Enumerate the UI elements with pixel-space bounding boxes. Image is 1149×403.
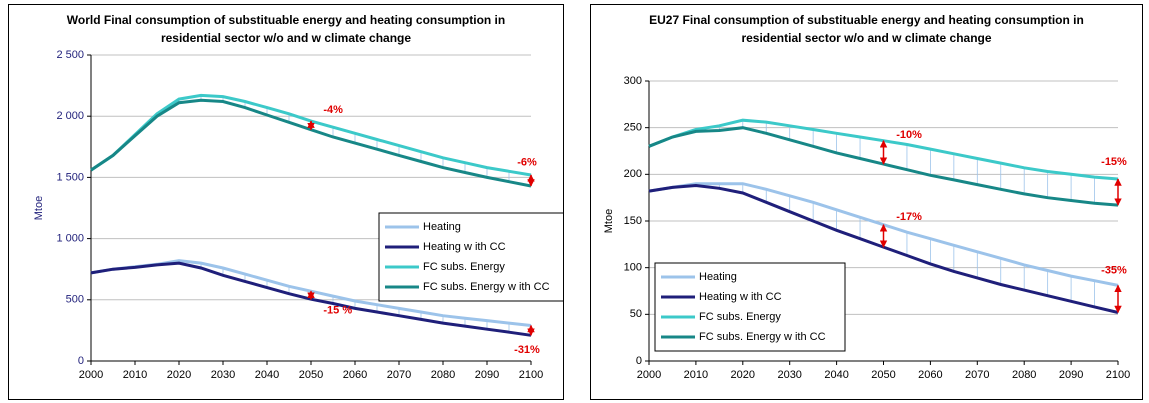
y-tick-label: 2 500 (56, 49, 84, 61)
x-tick-label: 2070 (965, 369, 989, 381)
x-tick-label: 2030 (777, 369, 801, 381)
chart-panel: EU27 Final consumption of substituable e… (590, 4, 1143, 400)
legend-label: Heating (423, 221, 461, 233)
x-tick-label: 2020 (167, 369, 191, 381)
plot-area (91, 55, 531, 361)
y-tick-label: 0 (636, 355, 642, 367)
y-tick-label: 250 (624, 122, 642, 134)
x-tick-label: 2040 (824, 369, 848, 381)
y-tick-label: 1 500 (56, 171, 84, 183)
annotation: -17% (896, 211, 922, 223)
chart: 0 500 1 000 1 500 2 000 2 500 2000 2010 2020 2030… (33, 49, 563, 381)
legend-label: FC subs. Energy (423, 261, 505, 273)
x-tick-label: 2020 (731, 369, 755, 381)
annotation: -4% (323, 104, 343, 116)
legend-label: Heating w ith CC (699, 291, 782, 303)
x-tick-label: 2010 (684, 369, 708, 381)
annotation: -6% (517, 157, 537, 169)
legend: Heating Heating w ith CC FC subs. Energy FC… (654, 262, 846, 352)
x-tick-label: 2100 (519, 369, 543, 381)
y-tick-label: 150 (624, 215, 642, 227)
x-tick-label: 2070 (387, 369, 411, 381)
chart-panel: World Final consumption of substituable … (8, 4, 564, 400)
y-tick-label: 200 (624, 168, 642, 180)
annotation: -31% (514, 344, 540, 356)
annotation: -15 % (323, 305, 352, 317)
legend-label: FC subs. Energy w ith CC (423, 281, 550, 293)
annotation: -10% (896, 129, 922, 141)
x-tick-label: 2000 (79, 369, 103, 381)
y-tick-label: 0 (78, 355, 84, 367)
y-tick-label: 2 000 (56, 110, 84, 122)
y-tick-label: 50 (630, 308, 642, 320)
x-tick-label: 2050 (299, 369, 323, 381)
x-tick-label: 2040 (255, 369, 279, 381)
annotation: -15% (1101, 156, 1127, 168)
x-tick-label: 2060 (918, 369, 942, 381)
chart-title: World Final consumption of substituable … (66, 13, 506, 45)
y-tick-label: 100 (624, 262, 642, 274)
y-tick-label: 300 (624, 75, 642, 87)
legend-label: Heating w ith CC (423, 241, 506, 253)
x-tick-label: 2080 (1012, 369, 1036, 381)
legend-label: FC subs. Energy w ith CC (699, 331, 826, 343)
annotation: -35% (1101, 264, 1127, 276)
x-tick-label: 2050 (871, 369, 895, 381)
x-tick-label: 2030 (211, 369, 235, 381)
chart-title: EU27 Final consumption of substituable e… (649, 13, 1084, 45)
x-tick-label: 2100 (1106, 369, 1130, 381)
x-tick-label: 2000 (637, 369, 661, 381)
chart: 0 50 100 150 200 250 300 2000 2010 2020 2030 2040 20… (603, 75, 1130, 381)
x-tick-label: 2060 (343, 369, 367, 381)
y-axis-label: Mtoe (603, 209, 615, 233)
legend: Heating Heating w ith CC FC subs. Energy FC… (378, 212, 563, 302)
legend-label: FC subs. Energy (699, 311, 781, 323)
x-tick-label: 2010 (123, 369, 147, 381)
x-tick-label: 2090 (475, 369, 499, 381)
y-axis-label: Mtoe (33, 196, 45, 220)
x-tick-label: 2090 (1059, 369, 1083, 381)
x-tick-label: 2080 (431, 369, 455, 381)
legend-label: Heating (699, 271, 737, 283)
y-tick-label: 1 000 (56, 233, 84, 245)
y-tick-label: 500 (66, 294, 84, 306)
